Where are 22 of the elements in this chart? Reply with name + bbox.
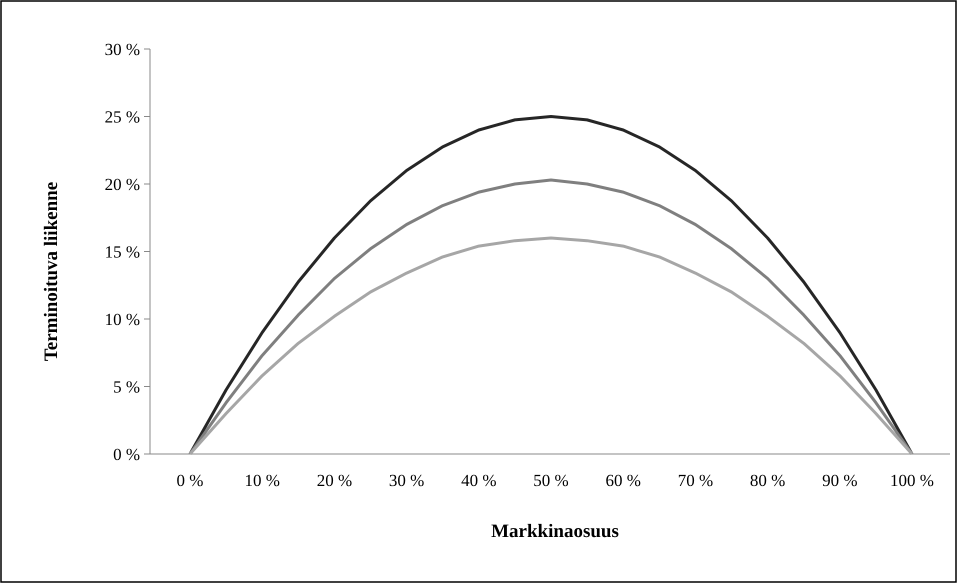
x-tick-label: 20 %	[316, 471, 352, 490]
x-tick-label: 80 %	[750, 471, 786, 490]
y-tick-label: 20 %	[104, 174, 140, 194]
x-axis-title: Markkinaosuus	[491, 521, 619, 542]
x-tick-label: 0 %	[176, 471, 204, 490]
y-tick-label: 0 %	[113, 444, 140, 464]
y-tick-label: 10 %	[104, 310, 140, 329]
line-series	[188, 115, 914, 456]
line-series	[188, 236, 914, 456]
y-tick-label: 5 %	[113, 377, 140, 396]
x-tick-label: 90 %	[822, 471, 858, 490]
y-tick-label: 25 %	[104, 107, 140, 126]
y-tick-label: 15 %	[104, 242, 140, 262]
x-tick-label: 70 %	[678, 471, 714, 490]
x-tick-label: 10 %	[244, 471, 280, 490]
y-tick-label: 30 %	[104, 40, 140, 59]
x-tick-label: 50 %	[533, 471, 569, 490]
x-tick-label: 100 %	[890, 471, 934, 490]
x-tick-label: 30 %	[388, 471, 424, 490]
x-tick-label: 40 %	[461, 471, 497, 490]
y-axis-title: Terminoituva liikenne	[41, 182, 62, 362]
x-tick-label: 60 %	[605, 471, 641, 490]
